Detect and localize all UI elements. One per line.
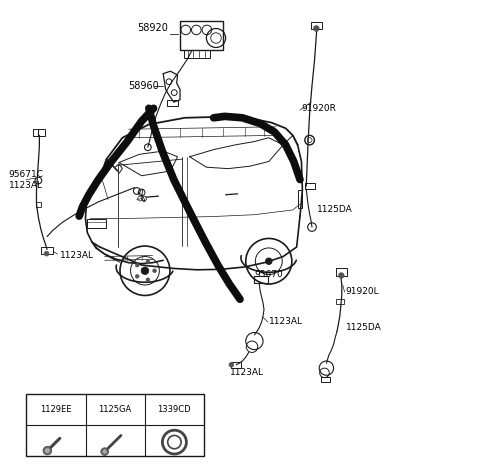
Text: 1123AL: 1123AL (230, 368, 264, 377)
Bar (41, 247, 53, 254)
Circle shape (45, 448, 50, 453)
Circle shape (43, 446, 52, 455)
Bar (36, 202, 41, 207)
Text: 95670: 95670 (254, 270, 283, 279)
Text: 1123AL: 1123AL (269, 317, 303, 326)
Circle shape (313, 26, 319, 31)
Circle shape (153, 269, 156, 273)
Text: 1123AL: 1123AL (60, 251, 94, 260)
Bar (321, 377, 330, 382)
Circle shape (103, 450, 107, 454)
Circle shape (168, 436, 181, 449)
Text: 1125GA: 1125GA (98, 405, 132, 414)
Bar (336, 299, 344, 304)
Bar (305, 183, 315, 189)
Circle shape (265, 258, 272, 265)
Bar (336, 268, 347, 276)
Bar (184, 50, 210, 58)
Circle shape (338, 273, 344, 278)
Text: 58920: 58920 (137, 23, 168, 33)
Text: 95671C: 95671C (9, 170, 44, 179)
Bar (298, 190, 302, 208)
Text: 58960: 58960 (129, 81, 159, 91)
Text: 1129EE: 1129EE (40, 405, 72, 414)
Circle shape (135, 263, 139, 267)
Circle shape (141, 267, 149, 275)
Bar (167, 100, 178, 106)
Bar (231, 362, 241, 368)
Text: 1125DA: 1125DA (317, 205, 352, 214)
Circle shape (135, 275, 139, 278)
Bar (311, 22, 322, 28)
Circle shape (146, 278, 150, 282)
Bar (33, 129, 45, 136)
Text: 91920R: 91920R (301, 104, 336, 113)
Circle shape (44, 251, 49, 256)
Circle shape (101, 448, 108, 456)
Bar (26, 394, 204, 456)
Circle shape (146, 260, 150, 264)
Bar (254, 276, 268, 283)
Text: 91920L: 91920L (346, 287, 379, 296)
Text: 1125DA: 1125DA (346, 323, 381, 332)
Bar (87, 218, 106, 228)
Circle shape (229, 362, 234, 367)
Text: 1123AL: 1123AL (9, 181, 43, 190)
Text: 1339CD: 1339CD (157, 405, 191, 414)
Bar (180, 21, 223, 50)
